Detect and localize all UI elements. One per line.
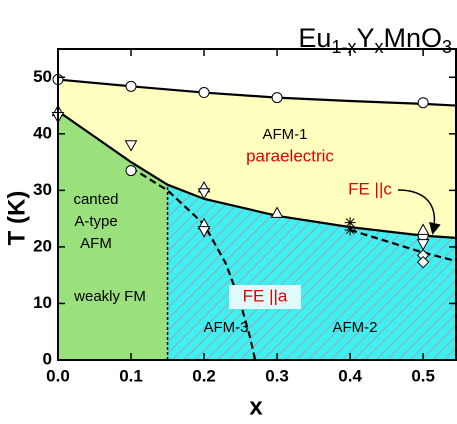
data-point: [416, 223, 430, 235]
region-label: canted: [73, 191, 118, 208]
plot-frame: [57, 48, 457, 361]
region-label: AFM-1: [263, 126, 308, 143]
data-point: [271, 92, 283, 104]
data-point: [124, 140, 138, 152]
y-tick-label: 40: [33, 123, 52, 142]
data-point: [416, 255, 430, 269]
y-tick-label: 0: [43, 349, 52, 368]
region-label: FE ||a: [243, 286, 288, 305]
chart-title: Eu1-xYxMnO3: [298, 23, 452, 57]
data-point: [417, 97, 429, 109]
phase-region: [58, 111, 168, 360]
arrow: [397, 189, 441, 235]
title-part: Y: [356, 23, 374, 53]
data-point: [416, 239, 430, 251]
title-subscript: 1-x: [331, 37, 356, 57]
region-label: FE ||c: [348, 179, 392, 198]
x-tick-label: 0.2: [192, 366, 216, 385]
x-tick-label: 0.1: [119, 366, 143, 385]
region-label: A-type: [74, 213, 117, 230]
y-axis-label: T (K): [3, 191, 30, 246]
data-point: [125, 165, 137, 177]
data-point: [344, 224, 356, 236]
phase-hatch: [167, 184, 456, 360]
x-tick-label: 0.5: [411, 366, 435, 385]
y-tick-label: 10: [33, 293, 52, 312]
y-tick-label: 20: [33, 236, 52, 255]
region-label: weakly FM: [73, 288, 146, 305]
data-point: [344, 217, 356, 229]
x-axis-label: x: [249, 393, 263, 420]
data-point: [198, 87, 210, 99]
phase-boundary: [349, 228, 457, 263]
data-point: [125, 80, 137, 92]
x-tick-label: 0.0: [46, 366, 70, 385]
phase-region: [58, 79, 456, 238]
region-label: AFM: [80, 235, 112, 252]
region-label: AFM-3: [204, 319, 249, 336]
title-part: Eu: [298, 23, 331, 53]
title-part: MnO: [383, 23, 442, 53]
label-background: [229, 285, 301, 309]
title-subscript: 3: [442, 37, 452, 57]
x-tick-label: 0.4: [338, 366, 362, 385]
region-label: AFM-2: [333, 319, 378, 336]
data-point: [197, 226, 211, 238]
region-label: paraelectric: [246, 146, 334, 165]
x-tick-label: 0.3: [265, 366, 289, 385]
y-tick-label: 50: [33, 67, 52, 86]
title-subscript: x: [374, 37, 383, 57]
phase-boundary: [130, 166, 257, 361]
y-tick-label: 30: [33, 180, 52, 199]
data-point: [270, 206, 284, 218]
data-point: [197, 188, 211, 200]
